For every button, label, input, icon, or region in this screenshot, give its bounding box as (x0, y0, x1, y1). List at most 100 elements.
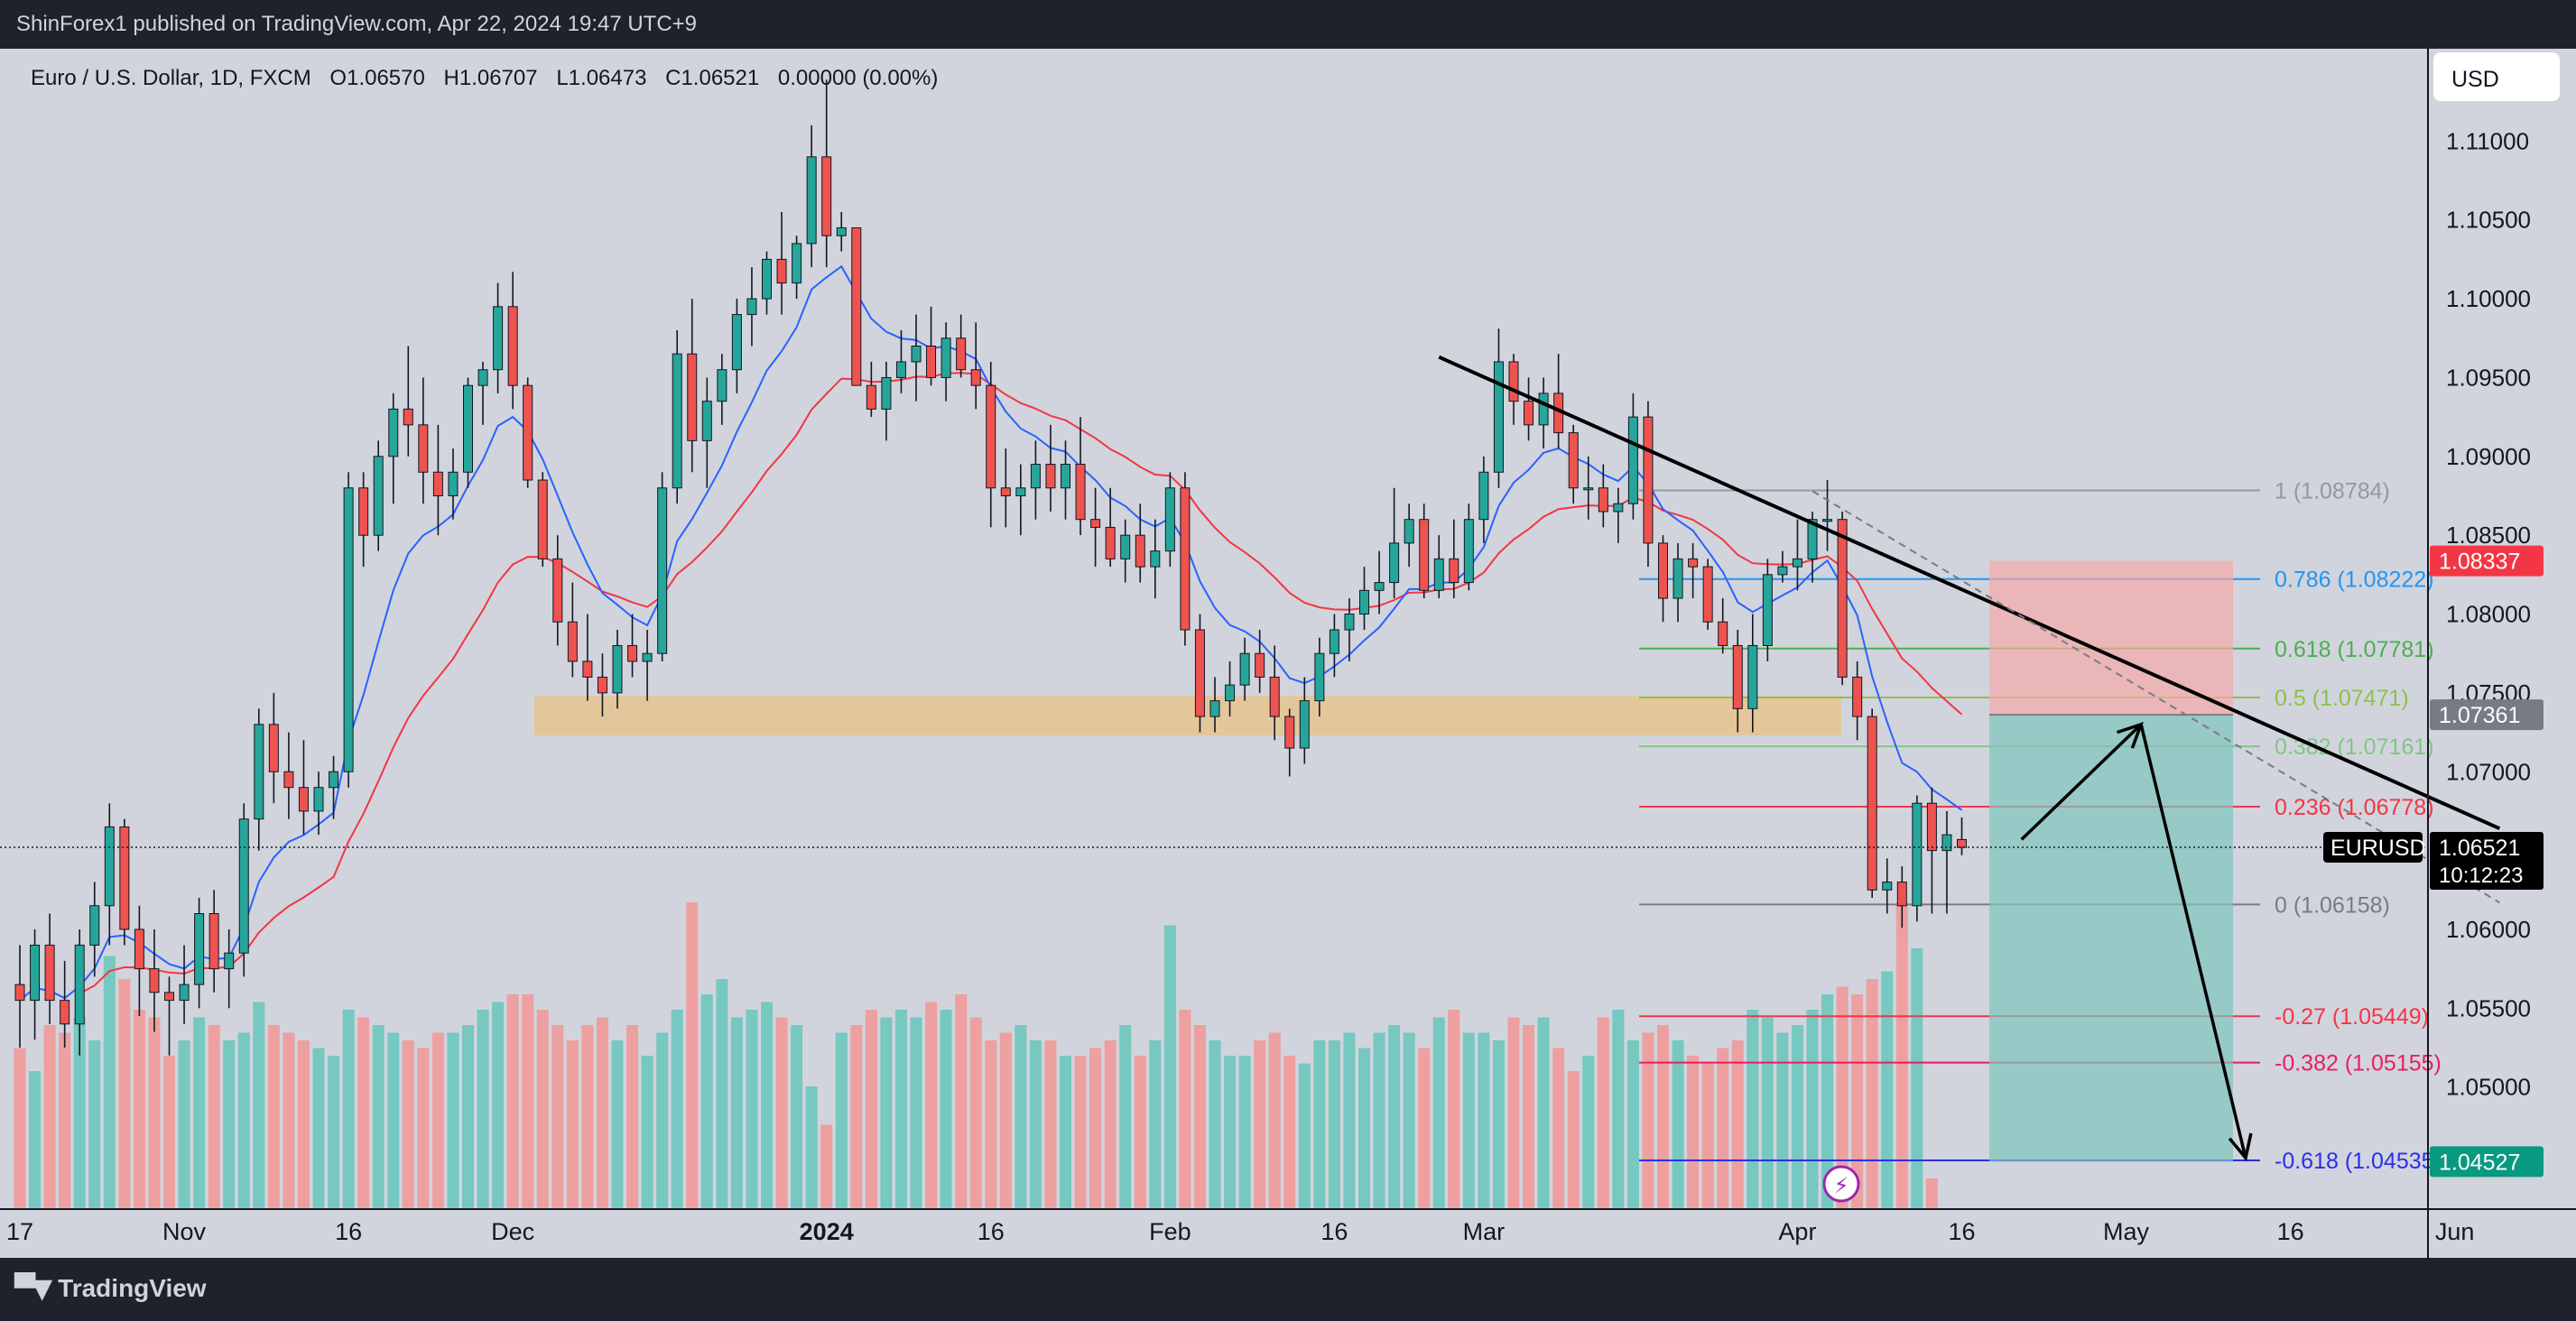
volume-bar (566, 1040, 579, 1209)
volume-bar (492, 1002, 505, 1209)
candle-body (612, 644, 623, 694)
candle-body (224, 952, 235, 970)
candle-body (1255, 652, 1265, 678)
volume-bar (955, 994, 968, 1209)
candle-body (1269, 676, 1280, 717)
time-tick-label: Apr (1778, 1218, 1816, 1245)
candle-body (1718, 621, 1728, 646)
candle-body (149, 968, 160, 993)
price-tick-label: 1.08500 (2446, 522, 2531, 549)
time-tick-label: 16 (335, 1218, 362, 1245)
volume-bar (103, 956, 116, 1209)
candle-body (1912, 802, 1923, 907)
volume-bar (1089, 1048, 1102, 1209)
candle-body (1463, 519, 1474, 584)
volume-bar (1747, 1010, 1759, 1209)
candle-body (432, 471, 443, 496)
candle-body (1045, 464, 1056, 489)
candle-body (268, 724, 279, 772)
volume-bar (1626, 1040, 1639, 1209)
candle-body (1613, 503, 1624, 513)
candle-body (134, 928, 144, 970)
volume-bar (372, 1025, 385, 1209)
volume-bar (447, 1032, 459, 1209)
projection-arrow[interactable] (2020, 723, 2143, 841)
volume-bar (1134, 1056, 1146, 1209)
volume-bar (910, 1017, 922, 1209)
volume-bar (522, 994, 534, 1209)
fib-level-label: 0 (1.06158) (2275, 892, 2390, 918)
candle-body (1732, 644, 1743, 709)
candle-body (373, 456, 384, 536)
candle-body (731, 314, 742, 371)
volume-bar (969, 1017, 982, 1209)
trendline[interactable] (1438, 355, 2501, 830)
legend-close-label: C (665, 66, 681, 90)
candle-body (1389, 542, 1400, 584)
reward-zone[interactable] (1989, 715, 2233, 1162)
candle-body (537, 479, 548, 559)
volume-bar (193, 1017, 206, 1209)
legend-high-label: H (444, 66, 459, 90)
publisher-line: ShinForex1 published on TradingView.com,… (16, 12, 698, 36)
volume-bar (1104, 1040, 1117, 1209)
candle-body (104, 826, 115, 907)
candle-body (463, 384, 473, 473)
candle-body (313, 787, 324, 812)
candle-body (821, 156, 832, 236)
currency-button-label[interactable]: USD (2451, 67, 2499, 92)
candle-body (1882, 882, 1893, 891)
candle-body (164, 992, 174, 1002)
volume-bar (462, 1025, 474, 1209)
volume-bar (59, 1032, 71, 1209)
candle-body (208, 913, 219, 970)
risk-zone[interactable] (1989, 560, 2233, 716)
candle-body (627, 644, 638, 662)
candle-body (283, 771, 294, 789)
volume-bar (267, 1025, 280, 1209)
currency-button[interactable]: USD (2433, 52, 2560, 101)
volume-bar (850, 1025, 863, 1209)
projection-arrow[interactable] (2139, 724, 2247, 1159)
volume-bar (1657, 1025, 1669, 1209)
currency-button-bg[interactable] (2433, 52, 2560, 101)
symbol-tag-label: EURUSD (2330, 836, 2426, 861)
price-axis-tag-label: 1.08337 (2439, 550, 2520, 575)
volume-bar (880, 1017, 893, 1209)
lightning-icon[interactable]: ⚡ (1834, 1173, 1849, 1198)
fib-trend-dashed-line[interactable] (1812, 490, 2500, 904)
volume-bar (1478, 1032, 1490, 1209)
tradingview-logo-icon: ▀▼ (14, 1272, 52, 1305)
candle-body (776, 258, 787, 284)
candle-body (1702, 566, 1713, 623)
alert-button-circle[interactable] (1822, 1165, 1860, 1203)
volume-bar (551, 1025, 564, 1209)
volume-bar (775, 1017, 788, 1209)
volume-bar (626, 1025, 639, 1209)
volume-bar (940, 1010, 952, 1209)
candle-body (1209, 700, 1220, 717)
time-tick-label: 16 (1320, 1218, 1348, 1245)
volume-bar (1881, 971, 1894, 1209)
candle-body (477, 369, 488, 386)
volume-bar (1612, 1010, 1625, 1209)
price-chart[interactable]: 1 (1.08784) 0.786 (1.08222) 0.618 (1.07781… (0, 49, 2576, 1258)
candle-body (1807, 519, 1818, 559)
candle-body (1478, 471, 1489, 521)
time-tick-label: 16 (978, 1218, 1005, 1245)
time-tick-label: 17 (6, 1218, 33, 1245)
volume-bar (1836, 986, 1849, 1209)
candle-body (717, 369, 727, 402)
candle-body (1673, 558, 1683, 599)
volume-bar (1358, 1048, 1370, 1209)
candle-body (1524, 401, 1534, 426)
candle-body (1762, 574, 1773, 646)
alert-lightning-button[interactable]: ⚡ (1822, 1165, 1860, 1203)
volume-bar (402, 1040, 414, 1209)
tradingview-logo[interactable]: ▀▼ TradingView (14, 1270, 207, 1307)
candle-body (1061, 464, 1070, 489)
volume-bar (73, 1017, 86, 1209)
candle-body (1493, 361, 1504, 473)
time-tick-label: Feb (1149, 1218, 1191, 1245)
volume-bar (1060, 1056, 1071, 1209)
